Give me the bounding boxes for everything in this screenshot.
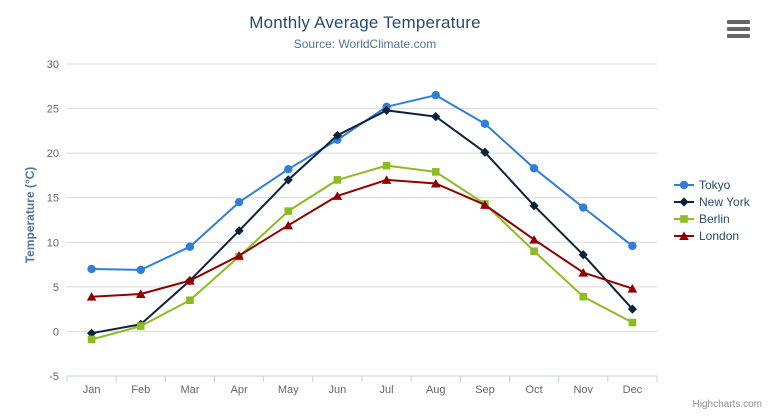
point-marker-circle-icon [284, 164, 293, 174]
point-marker-diamond-icon [480, 147, 490, 157]
export-menu-button[interactable] [726, 17, 752, 41]
x-tick-label: Sep [475, 384, 495, 396]
x-tick-label: Mar [180, 384, 199, 396]
point-marker-circle-icon [431, 91, 440, 100]
hamburger-menu-icon [727, 27, 750, 31]
y-tick-label: 10 [47, 237, 59, 249]
legend-marker-square-icon [680, 214, 688, 223]
point-marker-diamond-icon [529, 201, 539, 211]
series-new-york[interactable] [86, 105, 638, 338]
series-line-berlin [91, 164, 633, 341]
legend-marker-triangle-icon [674, 230, 694, 240]
legend-label: New York [699, 194, 750, 209]
point-marker-square-icon [87, 335, 96, 344]
point-marker-diamond-icon [332, 130, 343, 140]
point-marker-diamond-icon [578, 250, 588, 260]
legend-marker-circle-icon [674, 180, 694, 189]
legend-label: London [699, 228, 740, 243]
point-marker-circle-icon [185, 242, 195, 251]
x-tick-label: Dec [623, 384, 643, 396]
point-marker-diamond-icon [86, 328, 97, 338]
x-tick-label: Apr [231, 384, 248, 396]
legend-item-berlin[interactable]: Berlin [674, 210, 750, 227]
point-marker-diamond-icon [283, 175, 293, 185]
point-marker-triangle-icon [332, 191, 343, 200]
point-marker-triangle-icon [578, 267, 589, 277]
series-tokyo[interactable] [87, 91, 637, 275]
chart-title: Monthly Average Temperature [249, 13, 481, 32]
point-marker-triangle-icon [185, 276, 195, 285]
point-marker-diamond-icon [431, 111, 441, 122]
legend-marker-diamond-icon [679, 196, 689, 207]
series-line-new-york [91, 109, 634, 335]
point-marker-triangle-icon [480, 200, 490, 209]
x-tick-label: Jul [380, 384, 394, 396]
legend-label: Tokyo [699, 177, 731, 192]
point-marker-square-icon [284, 207, 293, 215]
y-tick-label: -5 [49, 371, 59, 383]
point-marker-circle-icon [529, 164, 539, 173]
point-marker-square-icon [530, 247, 538, 255]
y-tick-label: 5 [53, 282, 59, 294]
x-tick-label: Aug [426, 384, 446, 396]
legend-marker-square-icon [674, 214, 694, 223]
point-marker-circle-icon [628, 241, 637, 251]
y-tick-label: 30 [47, 59, 59, 71]
x-tick-label: Jun [329, 384, 347, 396]
point-marker-triangle-icon [283, 220, 294, 230]
y-tick-label: 0 [53, 326, 59, 338]
point-marker-circle-icon [87, 264, 96, 274]
point-marker-triangle-icon [234, 251, 244, 260]
legend-item-london[interactable]: London [674, 227, 750, 244]
point-marker-triangle-icon [430, 178, 441, 188]
x-tick-label: Nov [573, 384, 593, 396]
point-marker-circle-icon [579, 203, 588, 212]
point-marker-circle-icon [480, 119, 490, 128]
series-line-london [91, 178, 633, 298]
point-marker-square-icon [333, 176, 342, 184]
x-tick-label: May [278, 384, 299, 396]
x-tick-label: Jan [83, 384, 101, 396]
point-marker-triangle-icon [381, 175, 392, 184]
point-marker-circle-icon [234, 197, 244, 207]
point-marker-square-icon [382, 161, 391, 170]
chart-subtitle: Source: WorldClimate.com [293, 37, 437, 51]
y-tick-label: 20 [47, 148, 59, 160]
point-marker-square-icon [431, 168, 440, 176]
point-marker-square-icon [186, 296, 194, 305]
point-marker-diamond-icon [627, 304, 638, 314]
point-marker-triangle-icon [529, 235, 539, 244]
legend-label: Berlin [699, 211, 730, 226]
highcharts-credit[interactable]: Highcharts.com [692, 399, 762, 410]
point-marker-square-icon [136, 322, 145, 330]
hamburger-menu-icon [727, 34, 750, 38]
point-marker-triangle-icon [135, 289, 146, 298]
legend-marker-diamond-icon [674, 196, 694, 207]
legend-marker-triangle-icon [679, 230, 689, 240]
y-axis-title: Temperature (°C) [23, 166, 37, 264]
y-tick-label: 25 [47, 104, 59, 116]
y-tick-label: 15 [47, 193, 59, 205]
legend-marker-circle-icon [679, 180, 689, 189]
point-marker-triangle-icon [86, 292, 97, 301]
point-marker-circle-icon [136, 265, 145, 275]
hamburger-menu-icon [727, 20, 750, 24]
point-marker-diamond-icon [381, 105, 392, 115]
x-tick-label: Oct [526, 384, 543, 396]
series-london[interactable] [86, 175, 638, 301]
legend-item-tokyo[interactable]: Tokyo [674, 176, 750, 193]
series-line-tokyo [91, 94, 634, 271]
point-marker-square-icon [628, 318, 637, 327]
point-marker-triangle-icon [627, 284, 638, 293]
point-marker-diamond-icon [234, 226, 244, 236]
legend-item-new-york[interactable]: New York [674, 193, 750, 210]
point-marker-square-icon [579, 292, 588, 301]
x-tick-label: Feb [131, 384, 150, 396]
legend: Tokyo New York Berlin London [674, 176, 750, 244]
